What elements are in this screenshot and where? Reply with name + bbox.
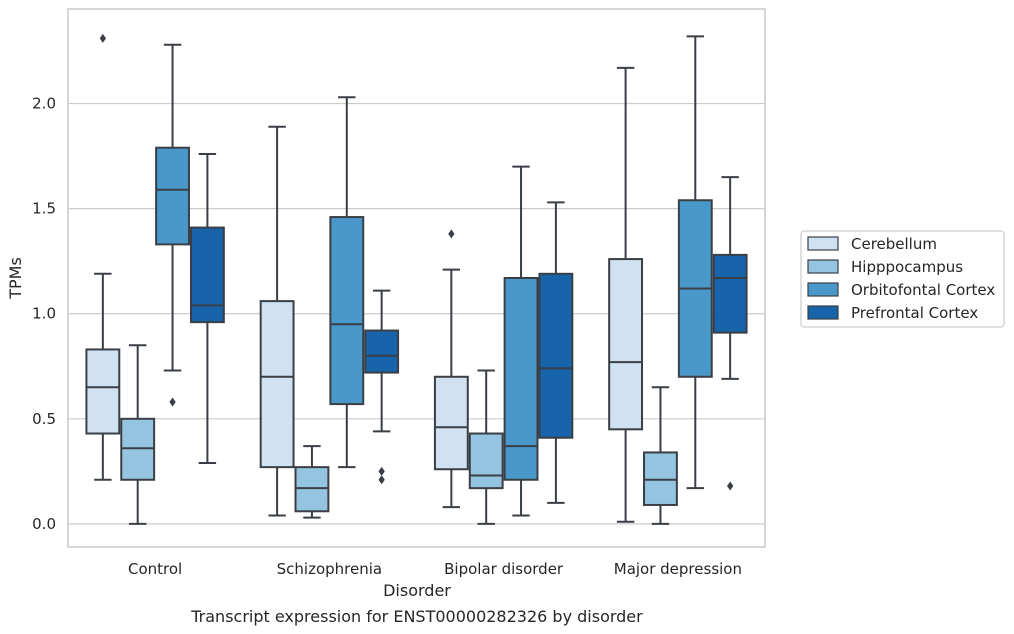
legend-items: Cerebellum Hipppocampus Orbitofontal Corte… <box>807 235 995 322</box>
box-body <box>538 272 574 439</box>
outlier-point <box>448 229 455 239</box>
legend-frame <box>800 230 1005 328</box>
boxes-group <box>85 33 748 525</box>
plot-frame <box>67 8 766 548</box>
box-body <box>85 348 121 435</box>
box-body <box>259 300 295 469</box>
box-orbitofontal-cortex <box>329 96 365 469</box>
box-body <box>120 417 156 481</box>
box-prefrontal-cortex <box>712 176 748 491</box>
figure-caption: Transcript expression for ENST0000028232… <box>190 607 643 626</box>
box-prefrontal-cortex <box>538 201 574 504</box>
legend-swatch <box>807 282 839 297</box>
x-tick-labels: Control Schizophrenia Bipolar disorder Majo… <box>128 560 742 578</box>
y-tick-label: 1.0 <box>32 305 56 323</box>
box-body <box>329 216 365 406</box>
x-tick-label: Control <box>128 560 182 578</box>
box-hipppocampus <box>294 445 330 519</box>
box-cerebellum <box>85 33 121 481</box>
outlier-point <box>727 481 734 491</box>
y-tick-labels: 0.0 0.5 1.0 1.5 2.0 <box>32 95 56 533</box>
y-tick-label: 2.0 <box>32 95 56 113</box>
y-axis-label: TPMs <box>6 257 25 300</box>
y-tick-label: 1.5 <box>32 200 56 218</box>
box-orbitofontal-cortex <box>677 35 713 490</box>
box-cerebellum <box>608 66 644 523</box>
box-hipppocampus <box>643 386 678 525</box>
legend-label: Cerebellum <box>851 235 937 253</box>
box-cerebellum <box>259 125 295 517</box>
box-orbitofontal-cortex <box>155 43 190 407</box>
box-body <box>294 466 330 513</box>
box-orbitofontal-cortex <box>503 165 539 517</box>
outlier-point <box>99 33 106 43</box>
box-cerebellum <box>433 229 469 509</box>
box-body <box>712 253 748 334</box>
outlier-point <box>378 466 385 476</box>
box-body <box>468 432 504 490</box>
outlier-point <box>378 475 385 485</box>
y-tick-label: 0.5 <box>32 410 56 428</box>
x-tick-label: Bipolar disorder <box>444 560 564 578</box>
legend-swatch <box>807 305 839 320</box>
legend-label: Prefrontal Cortex <box>851 304 978 322</box>
legend-swatch <box>807 259 839 274</box>
outlier-point <box>169 397 176 407</box>
box-body <box>364 329 400 374</box>
box-prefrontal-cortex <box>189 153 225 464</box>
y-tick-label: 0.0 <box>32 515 56 533</box>
legend-label: Hipppocampus <box>851 258 963 276</box>
legend-swatch <box>807 236 839 251</box>
box-hipppocampus <box>468 369 504 525</box>
x-tick-label: Schizophrenia <box>277 560 382 578</box>
box-body <box>503 277 539 481</box>
legend: Cerebellum Hipppocampus Orbitofontal Corte… <box>800 230 1005 328</box>
legend-label: Orbitofontal Cortex <box>851 281 995 299</box>
x-axis-label: Disorder <box>383 581 451 600</box>
box-body <box>433 375 469 471</box>
box-hipppocampus <box>120 344 156 525</box>
box-body <box>643 451 678 506</box>
box-prefrontal-cortex <box>364 289 400 485</box>
box-body <box>155 146 190 246</box>
x-tick-label: Major depression <box>614 560 742 578</box>
box-body <box>189 226 225 324</box>
box-body <box>608 258 644 431</box>
